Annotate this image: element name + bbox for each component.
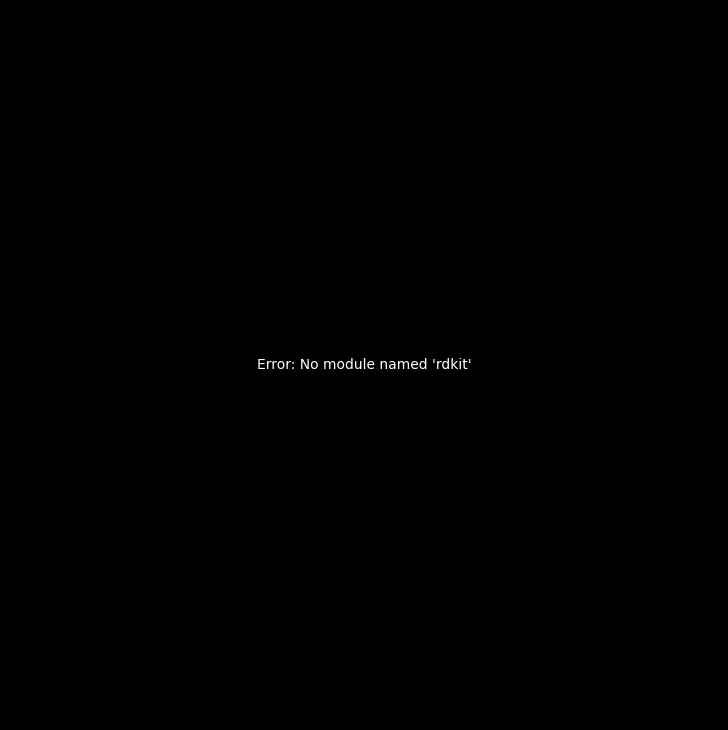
Text: Error: No module named 'rdkit': Error: No module named 'rdkit': [257, 358, 471, 372]
